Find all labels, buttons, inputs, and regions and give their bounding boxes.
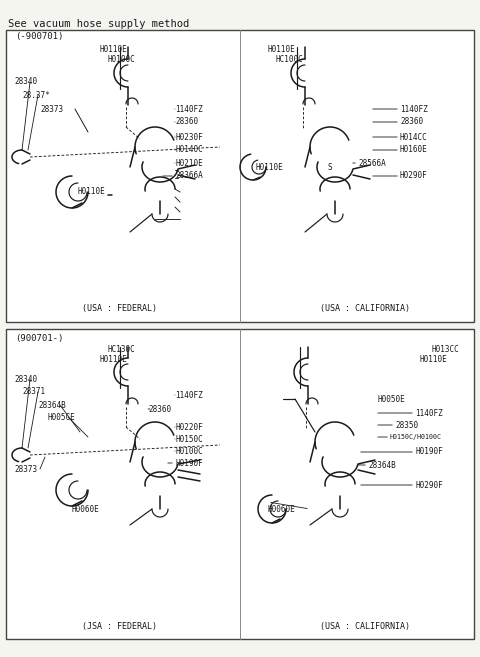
Text: H0210E: H0210E [175, 158, 203, 168]
Text: (900701-): (900701-) [15, 334, 63, 344]
Text: H0110E: H0110E [255, 162, 283, 171]
Text: H0190F: H0190F [175, 459, 203, 468]
Text: H0110E: H0110E [268, 45, 296, 53]
Text: 28340: 28340 [14, 78, 37, 87]
Text: 28364B: 28364B [368, 461, 396, 470]
Text: H0110E: H0110E [100, 355, 128, 363]
Text: 28360: 28360 [175, 118, 198, 127]
Text: H014CC: H014CC [400, 133, 428, 141]
Bar [6, 30, 474, 322]
Text: HC100C: HC100C [276, 55, 304, 64]
Text: HC130C: HC130C [108, 344, 136, 353]
Text: H005CE: H005CE [48, 413, 76, 422]
Text: See vacuum hose supply method: See vacuum hose supply method [8, 19, 189, 29]
Text: H0290F: H0290F [400, 171, 428, 181]
Text: H0060E: H0060E [72, 505, 100, 514]
Text: H0100C: H0100C [108, 55, 136, 64]
Text: H0110E: H0110E [100, 45, 128, 53]
Text: H0290F: H0290F [415, 480, 443, 489]
Text: 28566A: 28566A [358, 158, 386, 168]
Text: 28350: 28350 [395, 420, 418, 430]
Text: (USA : CALIFORNIA): (USA : CALIFORNIA) [320, 304, 410, 313]
Text: 28373: 28373 [40, 104, 63, 114]
Text: 28373: 28373 [14, 464, 37, 474]
Text: H0050E: H0050E [378, 394, 406, 403]
Text: H0160E: H0160E [400, 145, 428, 154]
Bar [6, 329, 474, 639]
Text: (JSA : FEDERAL): (JSA : FEDERAL) [83, 622, 157, 631]
Text: (USA : CALIFORNIA): (USA : CALIFORNIA) [320, 622, 410, 631]
Text: 28371: 28371 [22, 388, 45, 397]
Text: H0230F: H0230F [175, 133, 203, 141]
Text: 1140FZ: 1140FZ [415, 409, 443, 417]
Text: 28340: 28340 [14, 374, 37, 384]
Text: H0140C: H0140C [175, 145, 203, 154]
Text: H0060E: H0060E [268, 505, 296, 514]
Text: (USA : FEDERAL): (USA : FEDERAL) [83, 304, 157, 313]
Text: H0220F: H0220F [175, 422, 203, 432]
Text: H0100C: H0100C [175, 447, 203, 455]
Text: H0150C/H0100C: H0150C/H0100C [390, 434, 442, 440]
Text: 1140FZ: 1140FZ [175, 104, 203, 114]
Text: 1140FZ: 1140FZ [400, 104, 428, 114]
Text: 28360: 28360 [400, 118, 423, 127]
Text: 1140FZ: 1140FZ [175, 390, 203, 399]
Text: 28364B: 28364B [38, 401, 66, 409]
Text: H013CC: H013CC [432, 344, 460, 353]
Text: H0110E: H0110E [78, 187, 106, 196]
Text: 28360: 28360 [148, 405, 171, 413]
Text: (-900701): (-900701) [15, 32, 63, 41]
Text: 28366A: 28366A [175, 171, 203, 181]
Text: H0150C: H0150C [175, 434, 203, 443]
Text: H0190F: H0190F [415, 447, 443, 457]
Text: H0110E: H0110E [420, 355, 448, 363]
Text: 28.37*: 28.37* [22, 91, 50, 99]
Text: S: S [328, 162, 333, 171]
